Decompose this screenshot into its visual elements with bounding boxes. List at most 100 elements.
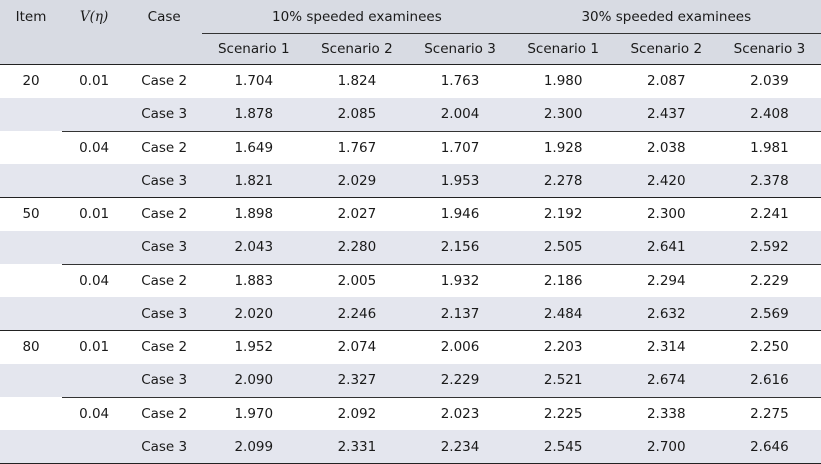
cell-value: 2.229 (717, 263, 821, 298)
cell-value: 2.225 (511, 396, 615, 431)
table-row: Case 3 2.099 2.331 2.234 2.545 2.700 2.646 (0, 430, 821, 464)
table-row: Case 3 2.090 2.327 2.229 2.521 2.674 2.616 (0, 363, 821, 397)
cell-value: 2.545 (511, 430, 615, 464)
cell-value: 2.137 (408, 297, 512, 331)
cell-value: 1.952 (202, 329, 306, 364)
header-group-30: 30% speeded examinees (511, 0, 821, 34)
cell-case: Case 3 (126, 97, 203, 131)
cell-value: 2.186 (511, 263, 615, 298)
cell-value: 2.569 (717, 297, 821, 331)
cell-item (0, 230, 63, 264)
table-row: 20 0.01 Case 2 1.704 1.824 1.763 1.980 2.087 2.0… (0, 63, 821, 98)
cell-variance (62, 97, 127, 131)
cell-value: 2.616 (717, 363, 821, 397)
cell-item (0, 97, 63, 131)
table-row: Case 3 2.043 2.280 2.156 2.505 2.641 2.592 (0, 230, 821, 264)
cell-variance (62, 164, 127, 198)
cell-value: 2.300 (511, 97, 615, 131)
cell-value: 2.420 (614, 164, 718, 198)
cell-value: 2.203 (511, 329, 615, 364)
header-scenario: Scenario 3 (408, 33, 512, 65)
header-case: Case (126, 0, 203, 34)
cell-value: 1.763 (408, 63, 512, 98)
header-blank (126, 33, 203, 65)
cell-value: 2.521 (511, 363, 615, 397)
cell-case: Case 3 (126, 164, 203, 198)
cell-value: 2.087 (614, 63, 718, 98)
cell-value: 2.085 (305, 97, 409, 131)
cell-case: Case 2 (126, 63, 203, 98)
cell-variance: 0.01 (62, 329, 127, 364)
cell-variance: 0.01 (62, 63, 127, 98)
table-row: 0.04 Case 2 1.649 1.767 1.707 1.928 2.038 1.981 (0, 130, 821, 165)
cell-case: Case 3 (126, 230, 203, 264)
cell-value: 1.946 (408, 196, 512, 231)
header-item: Item (0, 0, 63, 34)
cell-value: 1.878 (202, 97, 306, 131)
cell-item (0, 164, 63, 198)
cell-value: 2.023 (408, 396, 512, 431)
cell-value: 2.156 (408, 230, 512, 264)
cell-case: Case 3 (126, 430, 203, 464)
cell-value: 2.039 (717, 63, 821, 98)
header-scenario: Scenario 2 (305, 33, 409, 65)
cell-value: 1.649 (202, 130, 306, 165)
cell-value: 1.980 (511, 63, 615, 98)
cell-value: 2.505 (511, 230, 615, 264)
table-row: 80 0.01 Case 2 1.952 2.074 2.006 2.203 2.314 2.2… (0, 329, 821, 364)
header-scenario: Scenario 2 (614, 33, 718, 65)
cell-value: 1.898 (202, 196, 306, 231)
cell-value: 2.099 (202, 430, 306, 464)
cell-value: 2.331 (305, 430, 409, 464)
cell-value: 2.038 (614, 130, 718, 165)
cell-value: 1.704 (202, 63, 306, 98)
cell-item: 20 (0, 63, 63, 98)
cell-value: 2.280 (305, 230, 409, 264)
table-header: Item V(η) Case 10% speeded examinees 30%… (0, 0, 821, 65)
cell-value: 1.883 (202, 263, 306, 298)
cell-item (0, 397, 63, 431)
cell-case: Case 3 (126, 297, 203, 331)
cell-value: 2.646 (717, 430, 821, 464)
cell-value: 2.020 (202, 297, 306, 331)
cell-value: 1.707 (408, 130, 512, 165)
cell-value: 2.378 (717, 164, 821, 198)
cell-value: 2.029 (305, 164, 409, 198)
table-row: 0.04 Case 2 1.970 2.092 2.023 2.225 2.338 2.275 (0, 396, 821, 431)
table-body: 20 0.01 Case 2 1.704 1.824 1.763 1.980 2.087 2.0… (0, 63, 821, 464)
cell-item (0, 131, 63, 165)
cell-variance: 0.04 (62, 130, 127, 165)
cell-case: Case 2 (126, 130, 203, 165)
cell-value: 1.821 (202, 164, 306, 198)
cell-case: Case 2 (126, 329, 203, 364)
header-scenario: Scenario 1 (511, 33, 615, 65)
cell-value: 2.004 (408, 97, 512, 131)
cell-value: 2.246 (305, 297, 409, 331)
cell-variance (62, 230, 127, 264)
cell-value: 2.278 (511, 164, 615, 198)
cell-variance (62, 363, 127, 397)
cell-value: 2.300 (614, 196, 718, 231)
cell-value: 2.006 (408, 329, 512, 364)
cell-value: 1.970 (202, 396, 306, 431)
cell-case: Case 2 (126, 396, 203, 431)
header-group-10: 10% speeded examinees (202, 0, 512, 34)
cell-value: 2.674 (614, 363, 718, 397)
cell-item (0, 264, 63, 298)
cell-item (0, 363, 63, 397)
cell-value: 2.229 (408, 363, 512, 397)
cell-value: 2.294 (614, 263, 718, 298)
cell-value: 2.090 (202, 363, 306, 397)
cell-item (0, 297, 63, 331)
cell-variance: 0.01 (62, 196, 127, 231)
table-row: Case 3 1.878 2.085 2.004 2.300 2.437 2.408 (0, 97, 821, 131)
header-blank (62, 33, 127, 65)
cell-value: 2.027 (305, 196, 409, 231)
cell-value: 2.327 (305, 363, 409, 397)
cell-value: 2.192 (511, 196, 615, 231)
cell-value: 2.484 (511, 297, 615, 331)
cell-case: Case 3 (126, 363, 203, 397)
header-variance-arg: (η) (89, 8, 109, 25)
